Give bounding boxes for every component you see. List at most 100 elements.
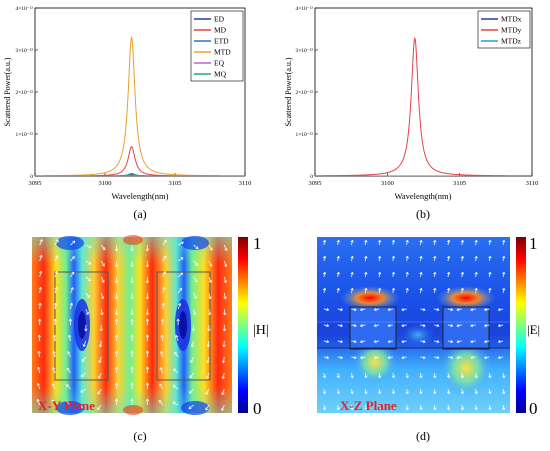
field-arrow: [461, 288, 464, 294]
field-arrow: [337, 272, 340, 278]
field-arrow: [100, 260, 105, 267]
field-arrow: [80, 404, 87, 409]
field-arrow: [387, 356, 393, 359]
field-arrowhead: [364, 391, 368, 395]
field-arrow: [70, 240, 76, 246]
field-arrow: [323, 256, 326, 262]
field-arrowhead: [114, 312, 119, 316]
field-arrow: [337, 404, 340, 410]
field-arrow: [80, 372, 87, 378]
field-arrow: [502, 388, 505, 394]
field-arrow: [420, 340, 426, 343]
field-arrowhead: [172, 401, 176, 405]
field-arrowhead: [405, 239, 409, 243]
field-arrowhead: [350, 391, 354, 395]
field-arrowhead: [97, 407, 101, 411]
field-arrow: [484, 308, 490, 311]
field-arrow: [447, 240, 450, 246]
field-arrow: [502, 256, 505, 262]
legend-entry-eq: EQ: [214, 59, 225, 68]
field-arrowhead: [460, 287, 465, 291]
field-arrow: [378, 404, 381, 410]
field-arrowhead: [65, 400, 69, 404]
field-arrowhead: [391, 407, 396, 411]
field-arrow: [337, 324, 343, 327]
field-arrowhead: [80, 389, 84, 393]
field-arrow: [360, 308, 366, 311]
field-arrowhead: [350, 255, 354, 259]
field-arrow: [208, 276, 212, 283]
field-arrow: [208, 292, 211, 299]
field-arrow: [70, 256, 75, 262]
field-arrowhead: [207, 328, 211, 332]
field-arrow: [502, 288, 505, 294]
field-arrow: [97, 404, 102, 410]
field-arrow: [484, 324, 490, 327]
y-tick-label: 3×10⁻²²: [15, 48, 33, 54]
field-arrowhead: [114, 382, 119, 386]
legend-entry-md: MD: [214, 26, 227, 35]
field-arrowhead: [484, 339, 487, 344]
field-arrow: [337, 388, 340, 394]
field-arrowhead: [72, 240, 76, 244]
field-arrow: [323, 324, 329, 327]
field-arrow: [433, 372, 436, 378]
legend-entry-mtdy: MTDy: [501, 26, 522, 35]
field-arrowhead: [163, 239, 167, 243]
field-arrowhead: [364, 287, 368, 291]
field-arrowhead: [360, 339, 363, 344]
field-arrow: [392, 256, 395, 262]
field-arrowhead: [160, 334, 164, 338]
field-arrowhead: [222, 312, 227, 316]
field-arrow: [433, 272, 436, 278]
field-arrowhead: [322, 375, 327, 379]
field-arrow: [433, 404, 436, 410]
field-arrowhead: [326, 355, 330, 360]
field-arrow: [223, 260, 227, 267]
field-arrow: [67, 351, 71, 358]
field-arrow: [323, 308, 329, 311]
field-arrowhead: [162, 271, 167, 275]
field-arrowhead: [177, 303, 182, 307]
field-arrowhead: [364, 239, 368, 243]
field-arrowhead: [501, 271, 506, 275]
field-arrowhead: [450, 355, 454, 360]
field-arrowhead: [340, 339, 343, 344]
field-arrowhead: [51, 399, 55, 403]
field-arrow: [378, 388, 381, 394]
field-arrow: [37, 367, 41, 374]
field-arrowhead: [322, 255, 327, 259]
field-arrowhead: [53, 318, 57, 322]
field-arrow: [54, 271, 58, 278]
field-arrow: [401, 356, 407, 359]
field-arrow: [475, 372, 477, 378]
resonator-outline-left: [54, 271, 109, 381]
field-arrow: [223, 244, 228, 251]
field-arrowhead: [373, 355, 377, 360]
field-arrow: [364, 388, 367, 394]
field-arrowhead: [350, 239, 354, 243]
field-arrow: [193, 276, 198, 283]
field-arrow: [420, 324, 426, 327]
field-arrowhead: [158, 399, 162, 403]
field-arrow: [378, 240, 381, 246]
field-arrow: [323, 240, 326, 246]
x-axis-label-a: Wavelength(nm): [112, 191, 169, 201]
field-arrowhead: [322, 407, 327, 411]
field-arrowhead: [37, 334, 42, 338]
field-arrowhead: [436, 307, 440, 312]
colorbar-max-d: 1: [529, 234, 538, 253]
x-tick-label: 3110: [526, 180, 539, 187]
field-arrowhead: [69, 302, 74, 306]
field-arrowhead: [377, 271, 382, 275]
field-arrow: [70, 287, 74, 294]
field-arrow: [207, 340, 210, 348]
field-arrow: [447, 324, 453, 327]
field-arrowhead: [130, 334, 134, 338]
field-arrowhead: [114, 398, 119, 402]
field-arrowhead: [172, 385, 176, 389]
field-arrow: [364, 372, 367, 378]
field-arrowhead: [340, 307, 343, 312]
field-arrowhead: [37, 318, 42, 322]
field-arrow: [98, 372, 102, 379]
